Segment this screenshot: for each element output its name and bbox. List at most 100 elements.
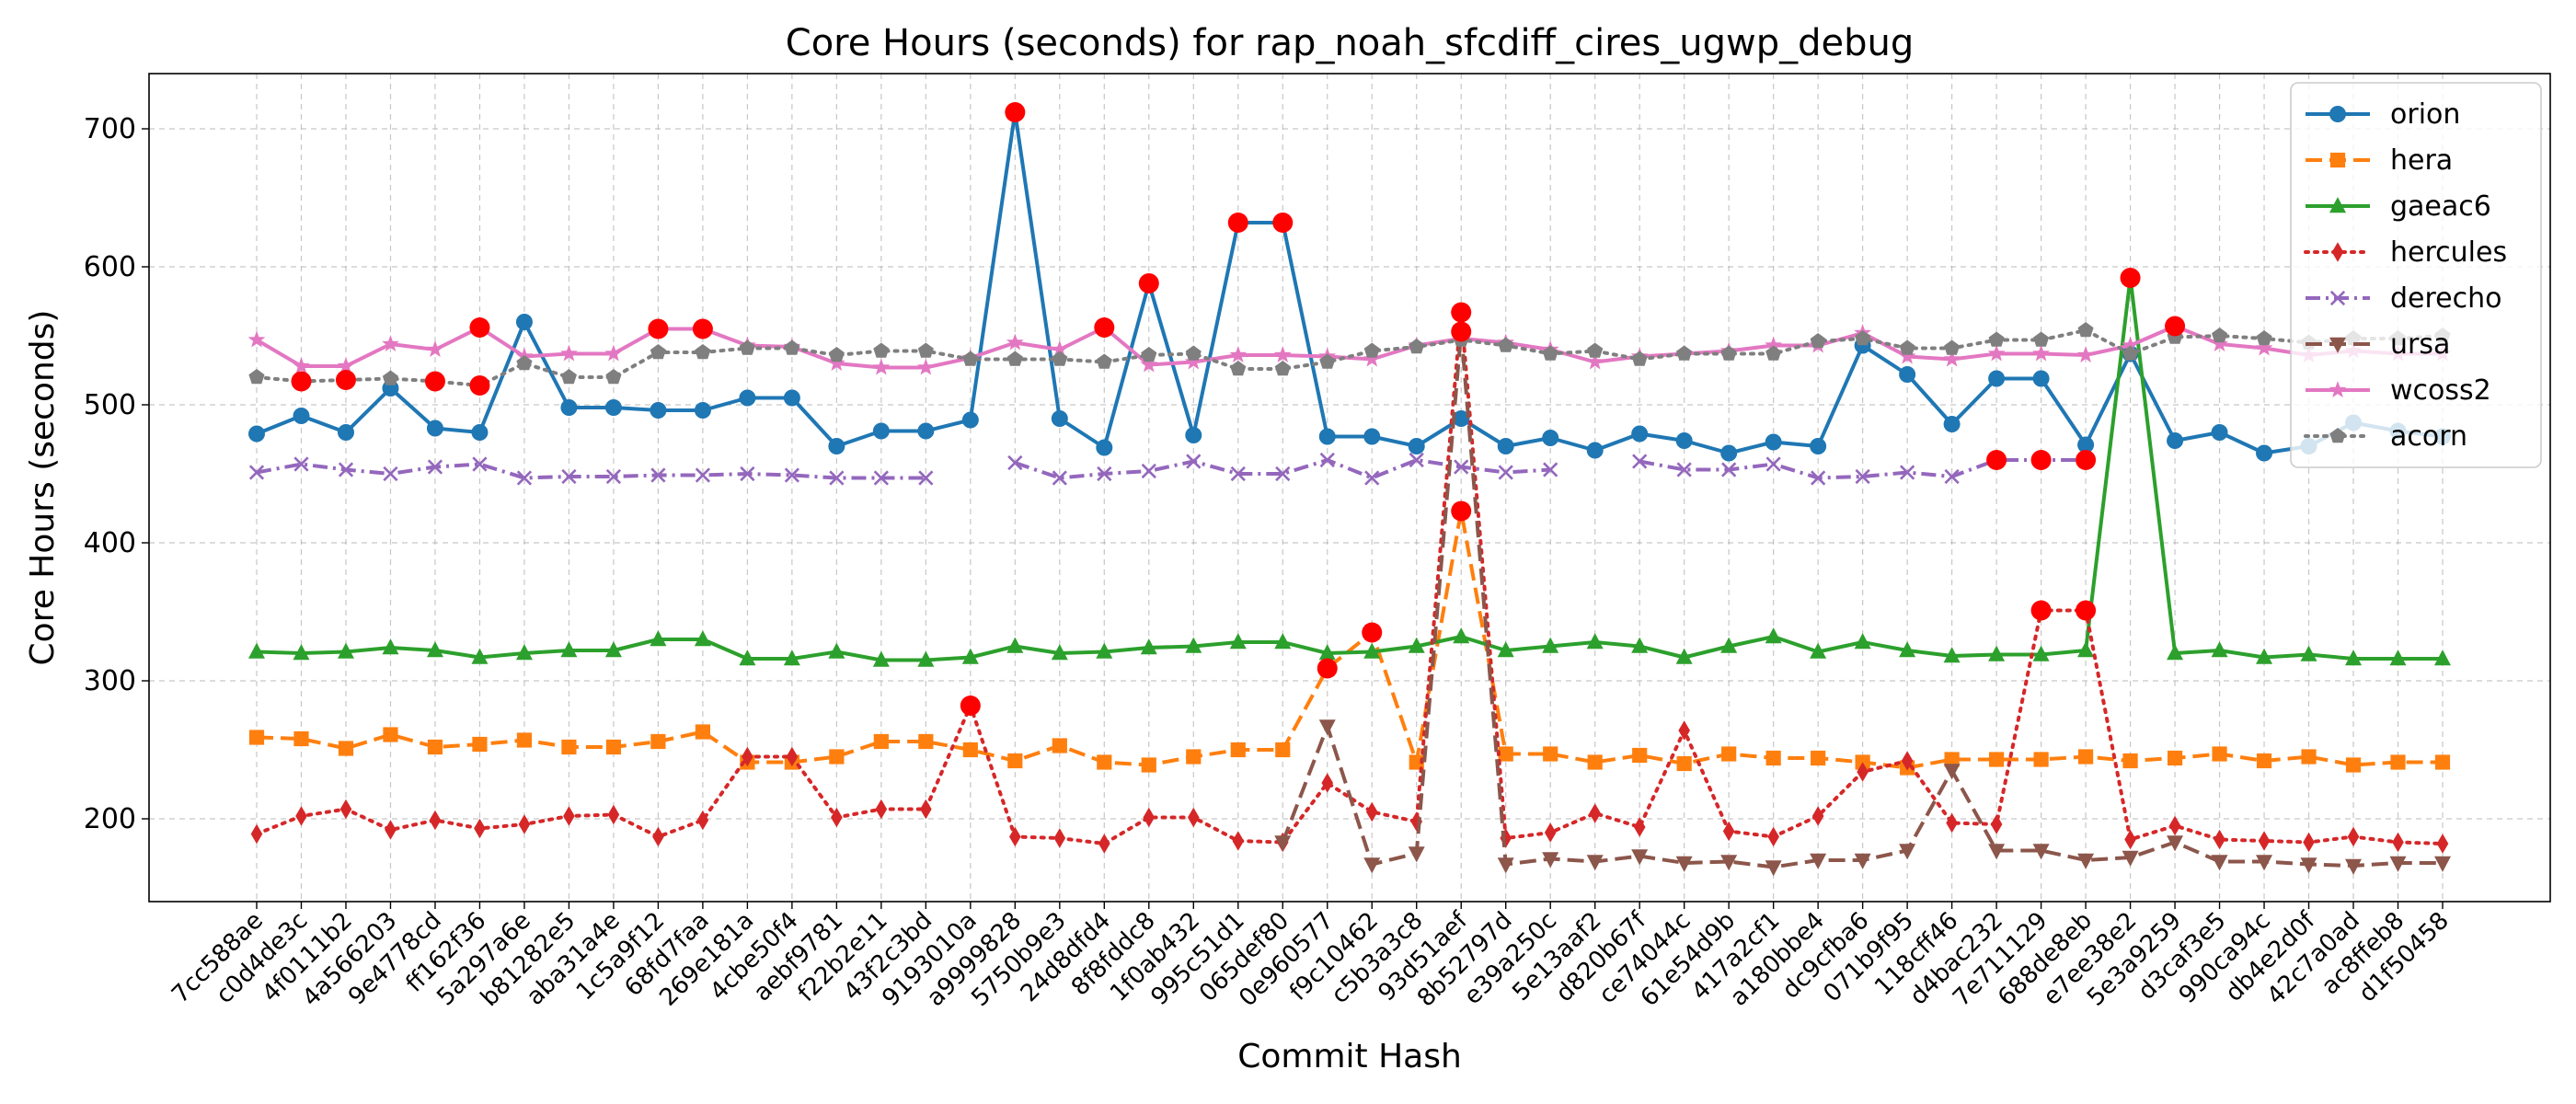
data-point-ursa: [1899, 844, 1916, 860]
data-point-hera: [650, 733, 666, 750]
data-point-wcoss2: [604, 344, 623, 362]
data-point-hercules: [339, 799, 352, 820]
legend: orion hera gaeac6 hercules derecho ursa wcoss2…: [2290, 82, 2542, 468]
data-point-acorn: [2122, 345, 2139, 361]
data-point-derecho: [427, 459, 443, 475]
data-point-hercules: [831, 807, 843, 828]
highlight-point: [2030, 450, 2052, 470]
data-point-wcoss2: [293, 357, 310, 374]
data-point-gaeac6: [783, 650, 800, 666]
data-point-gaeac6: [650, 630, 667, 647]
data-point-orion: [248, 425, 265, 443]
data-point-hercules: [385, 820, 397, 840]
data-point-hera: [1587, 754, 1603, 770]
data-point-hercules: [1187, 807, 1200, 828]
data-point-gaeac6: [426, 641, 443, 658]
y-tick-label: 500: [84, 389, 136, 421]
data-point-ursa: [2211, 855, 2228, 871]
data-point-orion: [694, 402, 711, 419]
legend-box: [2290, 82, 2542, 468]
data-point-acorn: [1676, 345, 1693, 361]
data-point-gaeac6: [1765, 627, 1782, 644]
data-point-gaeac6: [2300, 645, 2317, 661]
data-point-orion: [1988, 370, 2006, 387]
data-point-gaeac6: [2211, 641, 2228, 658]
data-point-gaeac6: [560, 641, 578, 658]
data-point-hera: [1230, 742, 1246, 758]
data-point-hercules: [652, 826, 664, 847]
data-point-derecho: [695, 467, 711, 483]
data-point-ursa: [1408, 846, 1425, 863]
data-point-gaeac6: [1185, 637, 1202, 653]
data-point-orion: [1586, 442, 1604, 459]
data-point-gaeac6: [2167, 644, 2184, 661]
data-point-derecho: [1900, 465, 1915, 480]
data-point-gaeac6: [1675, 648, 1693, 664]
data-point-wcoss2: [1586, 352, 1604, 370]
data-point-ursa: [1274, 835, 1292, 852]
data-point-wcoss2: [560, 344, 578, 362]
data-point-hera: [2033, 752, 2049, 767]
data-point-hercules: [1767, 826, 1779, 847]
data-point-derecho: [561, 468, 577, 485]
data-point-hera: [383, 727, 398, 742]
data-point-hercules: [1321, 773, 1334, 793]
highlight-point: [2120, 268, 2141, 288]
data-point-derecho: [605, 468, 622, 485]
highlight-point: [1227, 213, 1248, 233]
data-point-hera: [293, 730, 309, 747]
data-point-orion: [1720, 444, 1738, 462]
y-tick-label: 600: [84, 251, 136, 283]
data-point-gaeac6: [1943, 647, 1961, 663]
y-axis-label: Core Hours (seconds): [24, 310, 62, 666]
legend-marker-derecho: [2329, 290, 2346, 306]
data-point-derecho: [829, 470, 845, 486]
data-point-acorn: [1230, 361, 1247, 376]
data-point-orion: [2211, 424, 2228, 441]
data-point-hercules: [696, 810, 709, 831]
legend-item-orion: orion: [2306, 98, 2460, 131]
data-point-ursa: [2389, 856, 2407, 872]
y-axis: 200 300 400 500 600 700: [84, 113, 149, 835]
data-point-ursa: [2300, 857, 2317, 874]
data-point-hercules: [1098, 834, 1110, 854]
data-point-ursa: [1497, 857, 1514, 874]
data-point-wcoss2: [2211, 335, 2228, 351]
data-point-hera: [1275, 742, 1291, 758]
data-point-orion: [293, 408, 310, 424]
data-point-acorn: [873, 342, 890, 358]
data-point-hera: [829, 749, 845, 765]
y-tick-label: 400: [84, 527, 136, 559]
data-point-derecho: [740, 466, 755, 482]
data-point-orion: [1497, 438, 1514, 454]
legend-item-derecho: derecho: [2306, 282, 2502, 315]
data-point-derecho: [1007, 454, 1023, 471]
data-point-hera: [1186, 749, 1202, 765]
highlight-point: [692, 318, 713, 339]
data-point-ursa: [1854, 853, 1871, 869]
data-point-wcoss2: [1363, 350, 1381, 367]
data-point-orion: [1318, 428, 1336, 445]
data-point-gaeac6: [1096, 642, 1113, 659]
data-point-derecho: [1676, 462, 1692, 477]
data-point-hera: [2256, 753, 2272, 769]
data-point-derecho: [650, 467, 666, 483]
data-point-wcoss2: [2076, 346, 2095, 362]
highlight-point: [424, 371, 445, 392]
data-point-hera: [1543, 746, 1558, 762]
data-point-acorn: [1185, 345, 1202, 361]
data-point-acorn: [560, 369, 577, 385]
data-point-acorn: [1587, 342, 1604, 358]
data-point-acorn: [1631, 351, 1648, 366]
data-point-derecho: [516, 470, 533, 486]
legend-item-hera: hera: [2306, 144, 2453, 177]
data-point-orion: [872, 422, 890, 440]
data-point-hercules: [2436, 834, 2449, 854]
data-point-derecho: [1364, 470, 1380, 486]
highlight-point: [1451, 500, 1472, 522]
data-point-derecho: [918, 470, 934, 486]
data-point-orion: [961, 411, 979, 429]
data-point-ursa: [1363, 857, 1381, 874]
data-point-acorn: [1498, 337, 1514, 352]
highlight-point: [2030, 600, 2052, 621]
